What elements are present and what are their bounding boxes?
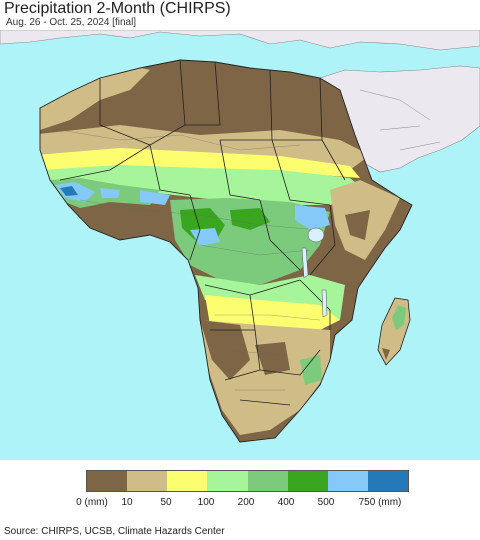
legend-swatch-2	[167, 471, 208, 491]
legend-swatch-7	[367, 471, 408, 491]
legend-label-4: 200	[237, 497, 255, 508]
precipitation-map	[0, 30, 480, 460]
legend-label-0: 0 (mm)	[76, 497, 108, 508]
legend-swatch-5	[287, 471, 328, 491]
source-credit: Source: CHIRPS, UCSB, Climate Hazards Ce…	[4, 526, 225, 537]
africa-coastline	[39, 59, 413, 443]
map-title: Precipitation 2-Month (CHIRPS)	[4, 0, 231, 17]
legend-ticks: 0 (mm) 10 50 100 200 400 500 750 (mm)	[0, 497, 480, 511]
legend-swatch-1	[127, 471, 168, 491]
lake-tanganyika	[301, 247, 309, 279]
legend-swatch-4	[247, 471, 288, 491]
legend-label-1: 10	[121, 497, 133, 508]
legend-color-bar	[86, 470, 409, 492]
lake-victoria	[307, 227, 325, 243]
legend-label-5: 400	[277, 497, 295, 508]
legend-label-3: 100	[197, 497, 215, 508]
legend-label-6: 500	[317, 497, 335, 508]
legend-swatch-3	[207, 471, 248, 491]
legend-swatch-0	[87, 471, 128, 491]
arabia-internal-borders	[359, 89, 441, 151]
legend-label-7: 750 (mm)	[358, 497, 402, 508]
lake-malawi	[321, 289, 328, 318]
sub-region-borders	[59, 129, 321, 391]
country-borders	[59, 59, 346, 406]
map-subtitle: Aug. 26 - Oct. 25, 2024 [final]	[6, 17, 137, 28]
legend-swatch-6	[327, 471, 368, 491]
europe-landmass	[0, 30, 480, 51]
legend-label-2: 50	[160, 497, 172, 508]
